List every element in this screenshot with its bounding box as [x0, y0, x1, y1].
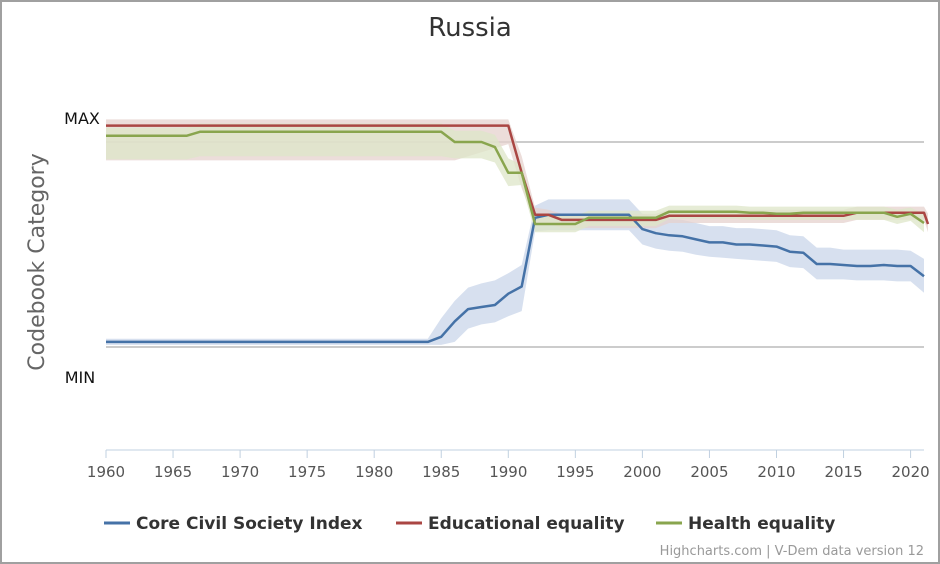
x-tick-label: 2020	[891, 463, 929, 481]
x-tick-label: 1975	[288, 463, 326, 481]
chart-title: Russia	[428, 13, 512, 43]
legend: Core Civil Society Index Educational equ…	[104, 514, 835, 534]
x-tick-label: 2005	[690, 463, 728, 481]
x-tick-label: 1995	[556, 463, 594, 481]
legend-label-health-equality: Health equality	[688, 514, 835, 534]
x-tick-label: 1960	[87, 463, 125, 481]
band-health-equality	[106, 123, 924, 233]
series-lines	[106, 124, 930, 344]
y-category-max: MAX	[64, 109, 100, 128]
chart-credits[interactable]: Highcharts.com | V-Dem data version 12	[660, 544, 924, 559]
y-axis-label: Codebook Category	[25, 153, 50, 370]
x-tick-label: 1990	[489, 463, 527, 481]
series-line-core-civil-society-index[interactable]	[106, 213, 925, 344]
x-tick-label: 1980	[355, 463, 393, 481]
x-tick-label: 2010	[757, 463, 795, 481]
x-tick-label: 1965	[154, 463, 192, 481]
confidence-bands	[106, 119, 928, 345]
series-line-health-equality[interactable]	[106, 130, 925, 226]
x-axis-ticks: 1960 1965 1970 1975 1980 1985 1990 1995 2000 2005…	[87, 450, 930, 481]
legend-item-educational-equality[interactable]: Educational equality	[396, 514, 625, 534]
legend-item-core-civil-society[interactable]: Core Civil Society Index	[104, 514, 363, 534]
x-tick-label: 2000	[623, 463, 661, 481]
x-tick-label: 1985	[422, 463, 460, 481]
x-tick-label: 2015	[824, 463, 862, 481]
legend-item-health-equality[interactable]: Health equality	[656, 514, 835, 534]
y-category-min: MIN	[65, 368, 96, 387]
legend-label-educational-equality: Educational equality	[428, 514, 625, 534]
x-tick-label: 1970	[221, 463, 259, 481]
legend-label-core-civil-society: Core Civil Society Index	[136, 514, 363, 534]
band-core-civil-society-index	[106, 199, 924, 345]
